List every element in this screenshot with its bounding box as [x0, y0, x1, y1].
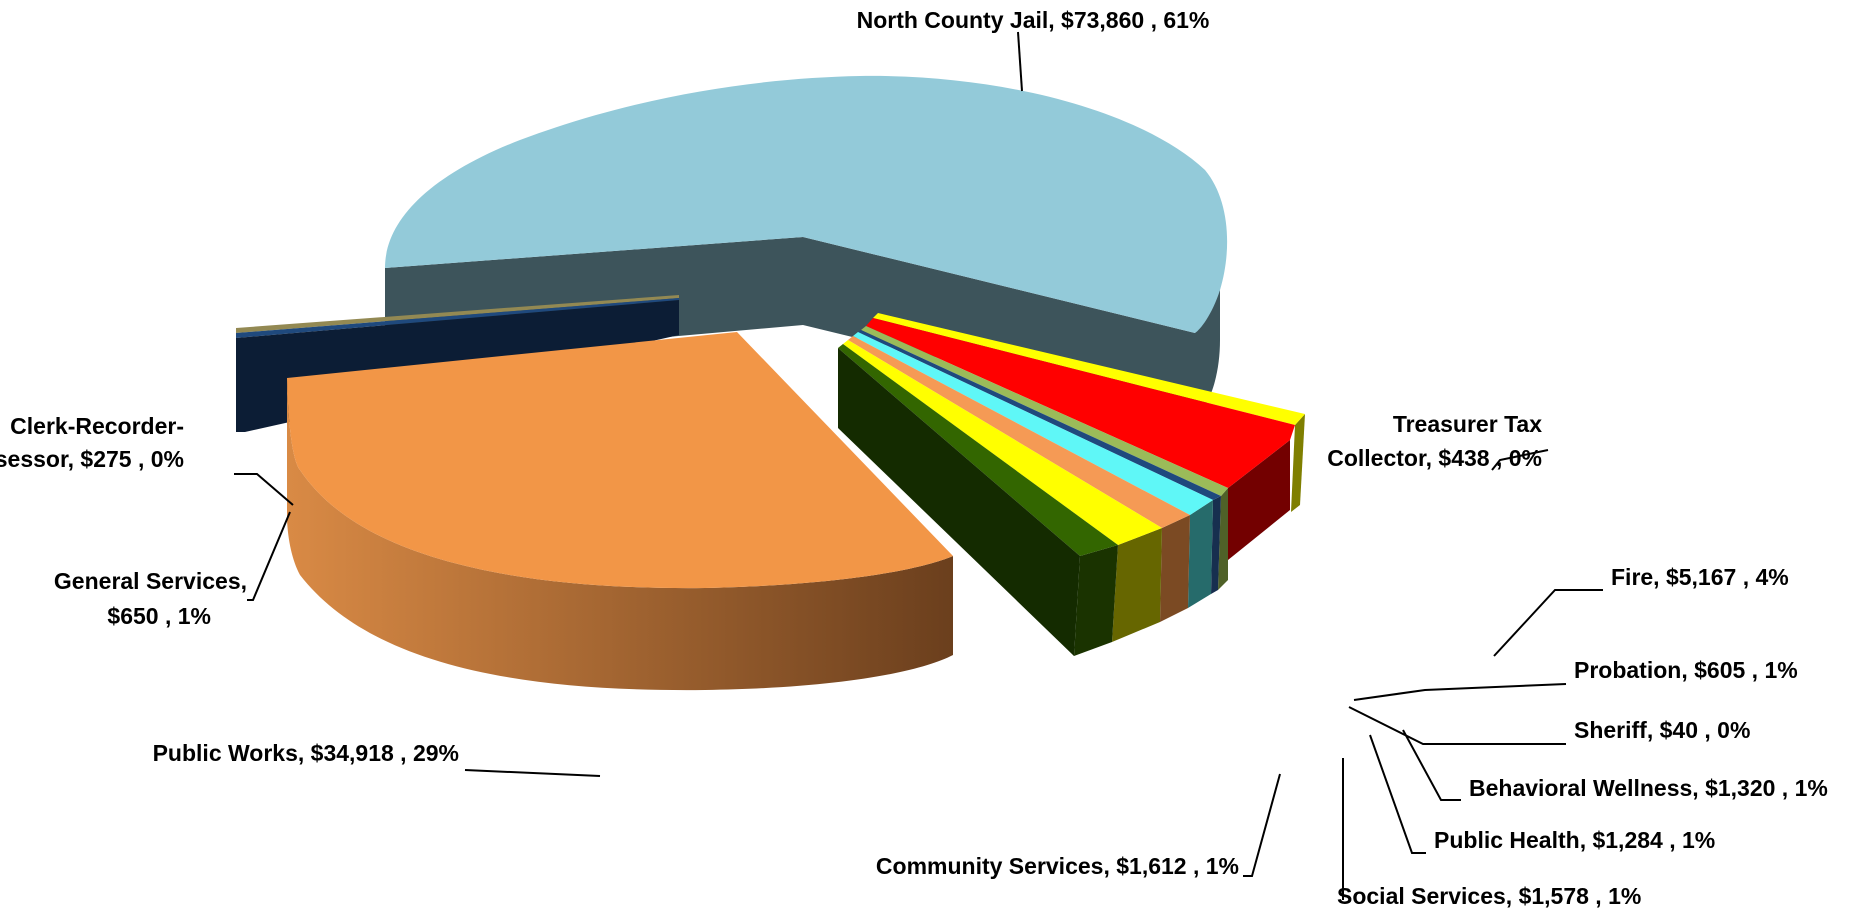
leader-line-behavioral-wellness [1402, 729, 1461, 801]
slice-general-services [236, 298, 679, 338]
slice-probation [861, 326, 1228, 496]
data-label-fire: Fire, $5,167 , 4% [1611, 564, 1789, 590]
data-label-north-county-jail: North County Jail, $73,860 , 61% [857, 7, 1210, 33]
slice-treasurer-tax-collector [873, 313, 1305, 425]
slice-side-public-health [1160, 515, 1190, 622]
data-label-behavioral-wellness: Behavioral Wellness, $1,320 , 1% [1469, 775, 1828, 801]
data-label-treasurer-tax-collector: Treasurer Tax Collector, $438 , 0% [1327, 411, 1542, 471]
slice-community-services [838, 344, 1118, 556]
slice-sheriff [858, 330, 1221, 500]
slice-side-behavioral-wellness [1188, 500, 1213, 608]
leader-line-treasurer-tax-collector [1491, 449, 1549, 471]
slice-social-services [843, 340, 1162, 545]
slice-side-probation [1218, 488, 1228, 590]
slice-side-fire [1228, 440, 1290, 560]
slice-side-sheriff [1211, 496, 1221, 594]
slice-clerk-recorder-assessor [236, 295, 679, 333]
data-label-social-services: Social Services, $1,578 , 1% [1337, 883, 1641, 909]
leader-line-north-county-jail [1017, 31, 1023, 92]
leader-line-clerk-recorder-assessor [234, 473, 294, 506]
slice-front-community-services [838, 348, 1080, 656]
leader-line-public-works [464, 769, 601, 777]
leader-line-general-services [247, 511, 291, 601]
slice-fire [866, 318, 1295, 488]
leader-line-sheriff [1348, 706, 1566, 745]
slice-behavioral-wellness [853, 332, 1213, 515]
data-label-sheriff: Sheriff, $40 , 0% [1574, 717, 1750, 743]
data-label-probation: Probation, $605 , 1% [1574, 657, 1798, 683]
slice-north-county-jail [385, 75, 1228, 333]
leader-line-fire [1493, 589, 1603, 657]
leader-line-community-services [1243, 773, 1281, 877]
slice-side-social-services [1112, 528, 1162, 642]
data-label-public-works: Public Works, $34,918 , 29% [153, 740, 459, 766]
data-label-general-services: General Services, $650 , 1% [54, 568, 247, 629]
slice-side-public-works [287, 378, 953, 691]
data-label-public-health: Public Health, $1,284 , 1% [1434, 827, 1715, 853]
slice-side-treasurer-tax-collector [1291, 414, 1305, 512]
leader-line-public-health [1369, 734, 1426, 854]
data-label-clerk-recorder-assessor: Clerk-Recorder-Assessor, $275 , 0% [0, 413, 184, 472]
slice-public-health [848, 336, 1190, 528]
slice-public-works [287, 332, 953, 589]
slice-side-community-services [1074, 545, 1118, 656]
data-label-community-services: Community Services, $1,612 , 1% [876, 853, 1239, 879]
leader-line-probation [1353, 683, 1567, 701]
